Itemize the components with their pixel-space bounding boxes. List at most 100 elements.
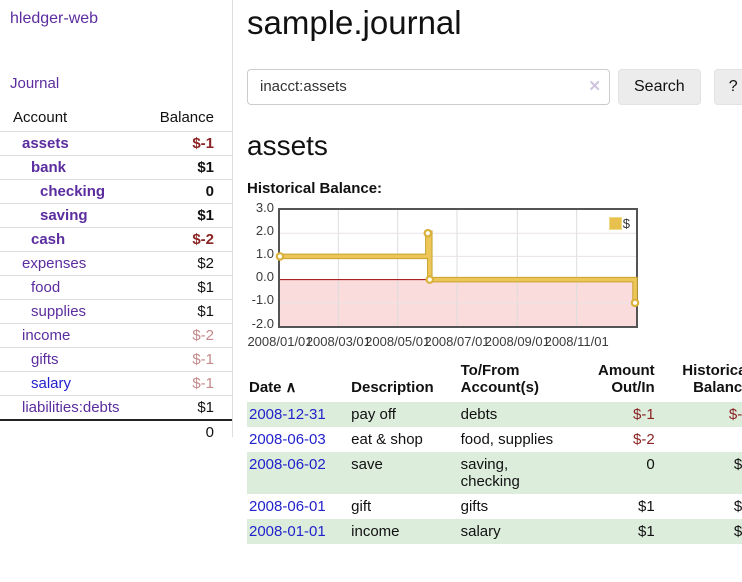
account-link[interactable]: saving — [40, 207, 88, 224]
account-balance: $1 — [135, 203, 232, 228]
search-input-wrap: ✕ — [247, 68, 610, 105]
transaction-amount: $-1 — [632, 405, 655, 423]
transaction-balance: 0 — [657, 427, 742, 452]
account-balance: $2 — [135, 251, 232, 276]
legend-swatch — [608, 216, 622, 230]
x-axis-tick-label: 2008/05/01 — [365, 333, 431, 349]
transaction-amount: 0 — [646, 455, 655, 473]
transaction-date-link[interactable]: 2008-01-01 — [249, 522, 326, 540]
transaction-date-link[interactable]: 2008-12-31 — [249, 405, 326, 423]
account-balance: $-1 — [135, 347, 232, 372]
account-link[interactable]: assets — [22, 135, 69, 152]
y-axis-tick-label: 3.0 — [255, 199, 274, 215]
transaction-description: pay off — [351, 405, 396, 423]
transactions-table: Date ∧ Description To/From Account(s) Amo… — [247, 360, 742, 544]
transaction-accounts: food, supplies — [460, 430, 554, 448]
account-row: assets $-1 — [0, 132, 232, 156]
account-row: saving $1 — [0, 203, 232, 228]
transaction-row: 2008-06-01 gift gifts $1 $2 — [247, 494, 742, 519]
account-row: cash $-2 — [0, 227, 232, 252]
balance-column-header: Historical Balance — [682, 361, 742, 396]
account-balance: $-1 — [192, 135, 214, 152]
clear-search-icon[interactable]: ✕ — [588, 77, 601, 95]
account-row: income $-2 — [0, 323, 232, 348]
chart-line-svg — [275, 209, 640, 326]
account-row: salary $-1 — [0, 371, 232, 396]
account-row: food $1 — [0, 275, 232, 300]
accounts-total-row: 0 — [0, 419, 232, 444]
amount-column-header: Amount Out/In — [598, 361, 655, 396]
account-link[interactable]: bank — [31, 159, 67, 176]
transaction-date-link[interactable]: 2008-06-03 — [249, 430, 326, 448]
account-balance: $-2 — [135, 323, 232, 348]
account-link[interactable]: supplies — [31, 303, 87, 320]
search-form: ✕ Search ? — [247, 68, 742, 105]
y-axis-tick-label: -1.0 — [251, 292, 274, 308]
transaction-balance: $2 — [733, 455, 742, 473]
chart-title: Historical Balance: — [247, 179, 383, 197]
transaction-balance: $2 — [733, 497, 742, 515]
account-balance: 0 — [135, 179, 232, 204]
x-axis-tick-label: 2008/07/01 — [424, 333, 490, 349]
search-button[interactable]: Search — [618, 68, 701, 105]
account-link[interactable]: checking — [40, 183, 106, 200]
transactions-table-body: 2008-12-31 pay off debts $-1 $-1 2008-06… — [247, 401, 742, 544]
account-row: supplies $1 — [0, 299, 232, 324]
transaction-description: eat & shop — [351, 430, 423, 448]
account-balance: $1 — [135, 299, 232, 324]
transaction-description: save — [351, 455, 383, 473]
accounts-table-body: assets $-1 bank $1 checking 0 saving $1 … — [0, 132, 232, 444]
x-axis-tick-label: 2008/11/01 — [544, 333, 609, 349]
main-content: sample.journal ✕ Search ? assets Histori… — [233, 0, 742, 544]
x-axis-tick-label: 2008/03/01 — [305, 333, 371, 349]
x-axis-tick-label: 2008/01/01 — [247, 333, 313, 349]
tofrom-column-header: To/From Account(s) — [460, 361, 539, 396]
account-balance: $-2 — [135, 227, 232, 252]
page-title: sample.journal — [247, 4, 462, 41]
account-column-header: Account — [0, 106, 136, 132]
app: hledger-web Journal Account Balance asse… — [0, 0, 742, 544]
account-row: expenses $2 — [0, 251, 232, 276]
account-row: gifts $-1 — [0, 347, 232, 372]
chart-legend: $ — [608, 216, 630, 231]
sidebar: hledger-web Journal Account Balance asse… — [0, 0, 233, 444]
help-button[interactable]: ? — [713, 68, 742, 105]
transaction-description: gift — [351, 497, 372, 515]
transaction-amount: $1 — [637, 522, 655, 540]
y-axis-tick-label: 2.0 — [255, 222, 274, 238]
account-link[interactable]: expenses — [22, 255, 87, 272]
transaction-row: 2008-12-31 pay off debts $-1 $-1 — [247, 401, 742, 427]
journal-nav-link[interactable]: Journal — [10, 75, 60, 92]
search-input[interactable] — [247, 68, 610, 105]
transaction-accounts: saving, checking — [460, 455, 520, 490]
chart-plot: $ — [275, 207, 640, 328]
balance-column-header: Balance — [135, 106, 232, 132]
date-column-header[interactable]: Date ∧ — [249, 378, 297, 396]
transaction-accounts: salary — [460, 522, 501, 540]
transaction-accounts: debts — [460, 405, 498, 423]
account-link[interactable]: gifts — [31, 351, 59, 368]
account-link[interactable]: cash — [31, 231, 66, 248]
account-row: liabilities:debts $1 — [0, 395, 232, 420]
transaction-date-link[interactable]: 2008-06-01 — [249, 497, 326, 515]
balance-chart: 3.0 2.0 1.0 0.0 -1.0 -2.0 $ 2008/01/01 2008/03… — [247, 200, 647, 349]
brand-link[interactable]: hledger-web — [10, 10, 99, 27]
account-balance: $1 — [135, 275, 232, 300]
account-link[interactable]: liabilities:debts — [22, 399, 120, 416]
transaction-description: income — [351, 522, 400, 540]
account-link[interactable]: income — [22, 327, 71, 344]
account-row: checking 0 — [0, 179, 232, 204]
transaction-amount: $-2 — [632, 430, 655, 448]
transaction-balance: $-1 — [728, 405, 742, 423]
transaction-row: 2008-01-01 income salary $1 $1 — [247, 518, 742, 544]
transaction-row: 2008-06-03 eat & shop food, supplies $-2… — [247, 427, 742, 452]
account-heading: assets — [247, 129, 328, 161]
account-link[interactable]: food — [31, 279, 61, 296]
account-link[interactable]: salary — [31, 375, 72, 392]
transaction-date-link[interactable]: 2008-06-02 — [249, 455, 326, 473]
accounts-table: Account Balance assets $-1 bank $1 check… — [0, 106, 232, 444]
description-column-header: Description — [351, 378, 434, 396]
account-balance: $-1 — [135, 371, 232, 396]
y-axis-tick-label: 0.0 — [255, 269, 274, 285]
account-balance: $1 — [135, 395, 232, 420]
